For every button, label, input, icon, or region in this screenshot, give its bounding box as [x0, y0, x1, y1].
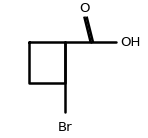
Text: OH: OH	[120, 36, 141, 49]
Text: O: O	[79, 2, 90, 15]
Text: Br: Br	[58, 120, 72, 134]
